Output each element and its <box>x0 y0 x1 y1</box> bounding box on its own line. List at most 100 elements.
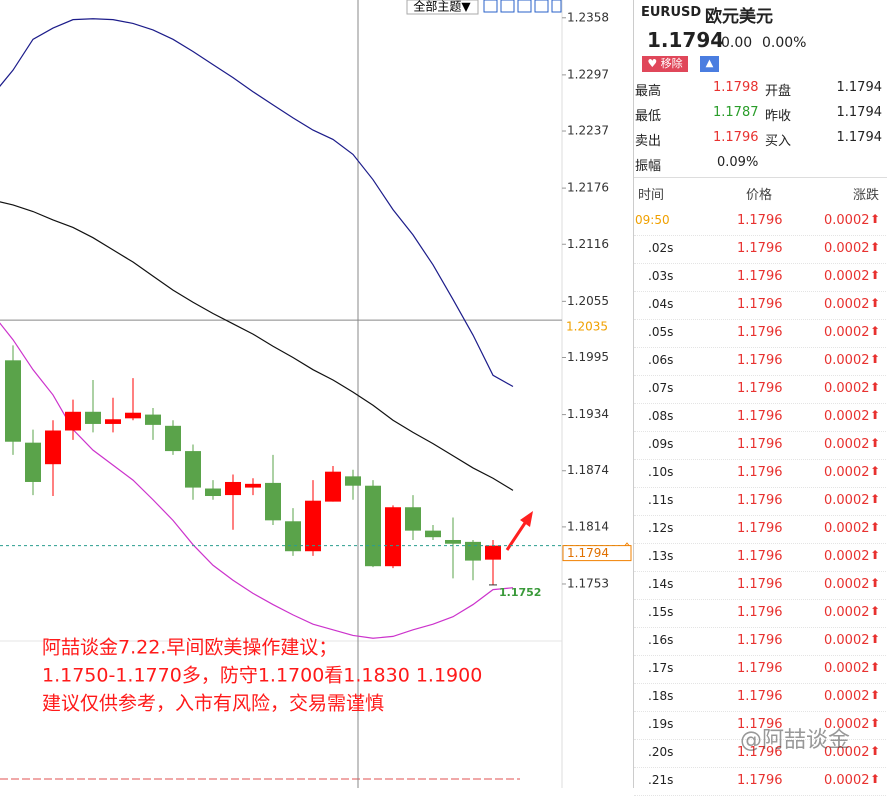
tick-row: .08s 1.1796 0.0002 ⬆ <box>634 403 887 432</box>
y-tick-label: 1.2116 <box>567 237 609 251</box>
tick-row: .15s 1.1796 0.0002 ⬆ <box>634 599 887 628</box>
up-arrow: ⬆ <box>870 296 881 310</box>
candle-body <box>165 425 181 452</box>
tick-price: 1.1796 <box>737 745 783 760</box>
stat-label: 昨收 <box>765 109 792 124</box>
candle-body <box>105 419 121 424</box>
candle-body <box>465 541 481 561</box>
tick-time: .21s <box>648 773 674 787</box>
tick-price: 1.1796 <box>737 605 783 620</box>
tool-icon[interactable] <box>517 0 532 13</box>
tick-time: .19s <box>648 717 674 731</box>
stat-value: 1.1794 <box>836 130 883 145</box>
stat-value: 0.09% <box>717 155 759 170</box>
up-arrow: ⬆ <box>870 408 881 422</box>
tick-time: .06s <box>648 353 674 367</box>
candle-body <box>305 500 321 552</box>
up-arrow: ⬆ <box>870 576 881 590</box>
candle-body <box>445 539 461 544</box>
alert-button[interactable]: ▲ <box>700 56 719 72</box>
candle-body <box>245 483 261 488</box>
tick-time: .08s <box>648 409 674 423</box>
tick-price: 1.1796 <box>737 297 783 312</box>
last-price-box <box>562 545 632 562</box>
up-arrow: ⬆ <box>870 324 881 338</box>
candle-body <box>325 471 341 502</box>
tick-price: 1.1796 <box>737 465 783 480</box>
candle-body <box>425 530 441 538</box>
tick-price: 1.1796 <box>737 493 783 508</box>
tick-time: .04s <box>648 297 674 311</box>
up-arrow: ⬆ <box>870 212 881 226</box>
toolbar-icons <box>483 0 562 13</box>
y-tick-label: 1.1874 <box>567 463 609 477</box>
tick-price: 1.1796 <box>737 773 783 788</box>
tick-price: 1.1796 <box>737 717 783 732</box>
remove-label[interactable]: 移除 <box>660 57 683 70</box>
tick-change: 0.0002 <box>824 661 870 676</box>
theme-menu[interactable] <box>406 0 479 15</box>
candle-body <box>25 442 41 482</box>
candle-body <box>365 485 381 567</box>
stat-label: 买入 <box>765 134 792 149</box>
tick-row: .11s 1.1796 0.0002 ⬆ <box>634 487 887 516</box>
tool-icon[interactable] <box>551 0 562 13</box>
tick-change: 0.0002 <box>824 773 870 788</box>
candle-body <box>125 412 141 419</box>
tick-change: 0.0002 <box>824 745 870 760</box>
tick-price: 1.1796 <box>737 521 783 536</box>
y-tick-label: 1.2358 <box>567 10 609 24</box>
y-tick-label: 1.1995 <box>567 350 609 364</box>
tick-change: 0.0002 <box>824 465 870 480</box>
candle-body <box>65 411 81 431</box>
tick-change: 0.0002 <box>824 493 870 508</box>
stat-value: 1.1796 <box>713 130 759 145</box>
change: 0.00 <box>721 35 753 51</box>
tick-row: .04s 1.1796 0.0002 ⬆ <box>634 291 887 320</box>
tick-time: .14s <box>648 577 674 591</box>
annotation: 建议仅供参考，入市有风险，交易需谨慎 <box>42 693 384 715</box>
tick-header: 价格 <box>746 188 773 203</box>
candle-body <box>265 482 281 521</box>
tick-time: .13s <box>648 549 674 563</box>
stat-label: 开盘 <box>765 84 792 99</box>
up-arrow: ⬆ <box>870 240 881 254</box>
candle-body <box>205 488 221 497</box>
tool-icon[interactable] <box>483 0 498 13</box>
up-arrow: ⬆ <box>870 492 881 506</box>
candle-body <box>145 414 161 425</box>
tick-change: 0.0002 <box>824 521 870 536</box>
tick-row: .09s 1.1796 0.0002 ⬆ <box>634 431 887 460</box>
theme-menu-label[interactable]: 全部主题▼ <box>413 0 471 14</box>
tick-change: 0.0002 <box>824 605 870 620</box>
tick-price: 1.1796 <box>737 549 783 564</box>
price: 1.1794 <box>647 28 725 52</box>
tick-change: 0.0002 <box>824 353 870 368</box>
symbol: EURUSD <box>641 5 702 20</box>
up-arrow: ⬆ <box>870 716 881 730</box>
y-tick-label: 1.2237 <box>567 124 609 138</box>
tick-time: .05s <box>648 325 674 339</box>
overlay-line <box>0 18 514 388</box>
tool-icon[interactable] <box>534 0 549 13</box>
tick-change: 0.0002 <box>824 717 870 732</box>
tick-time: .11s <box>648 493 674 507</box>
y-tick-label: 1.2297 <box>567 67 609 81</box>
y-tick-label: 1.1753 <box>567 576 609 590</box>
tick-change: 0.0002 <box>824 549 870 564</box>
tool-icon[interactable] <box>500 0 515 13</box>
tick-row: .14s 1.1796 0.0002 ⬆ <box>634 571 887 600</box>
tick-price: 1.1796 <box>737 409 783 424</box>
tick-header: 涨跌 <box>853 188 880 203</box>
tick-price: 1.1796 <box>737 381 783 396</box>
tick-row: .05s 1.1796 0.0002 ⬆ <box>634 319 887 348</box>
tick-change: 0.0002 <box>824 297 870 312</box>
stat-label: 卖出 <box>635 134 662 149</box>
candle-body <box>85 411 101 424</box>
up-arrow: ⬆ <box>870 380 881 394</box>
tick-price: 1.1796 <box>737 577 783 592</box>
crosshair-label-box <box>563 320 631 335</box>
remove-button[interactable]: ♥ 移除 <box>642 56 688 72</box>
crosshair-label: 1.2035 <box>566 320 608 334</box>
